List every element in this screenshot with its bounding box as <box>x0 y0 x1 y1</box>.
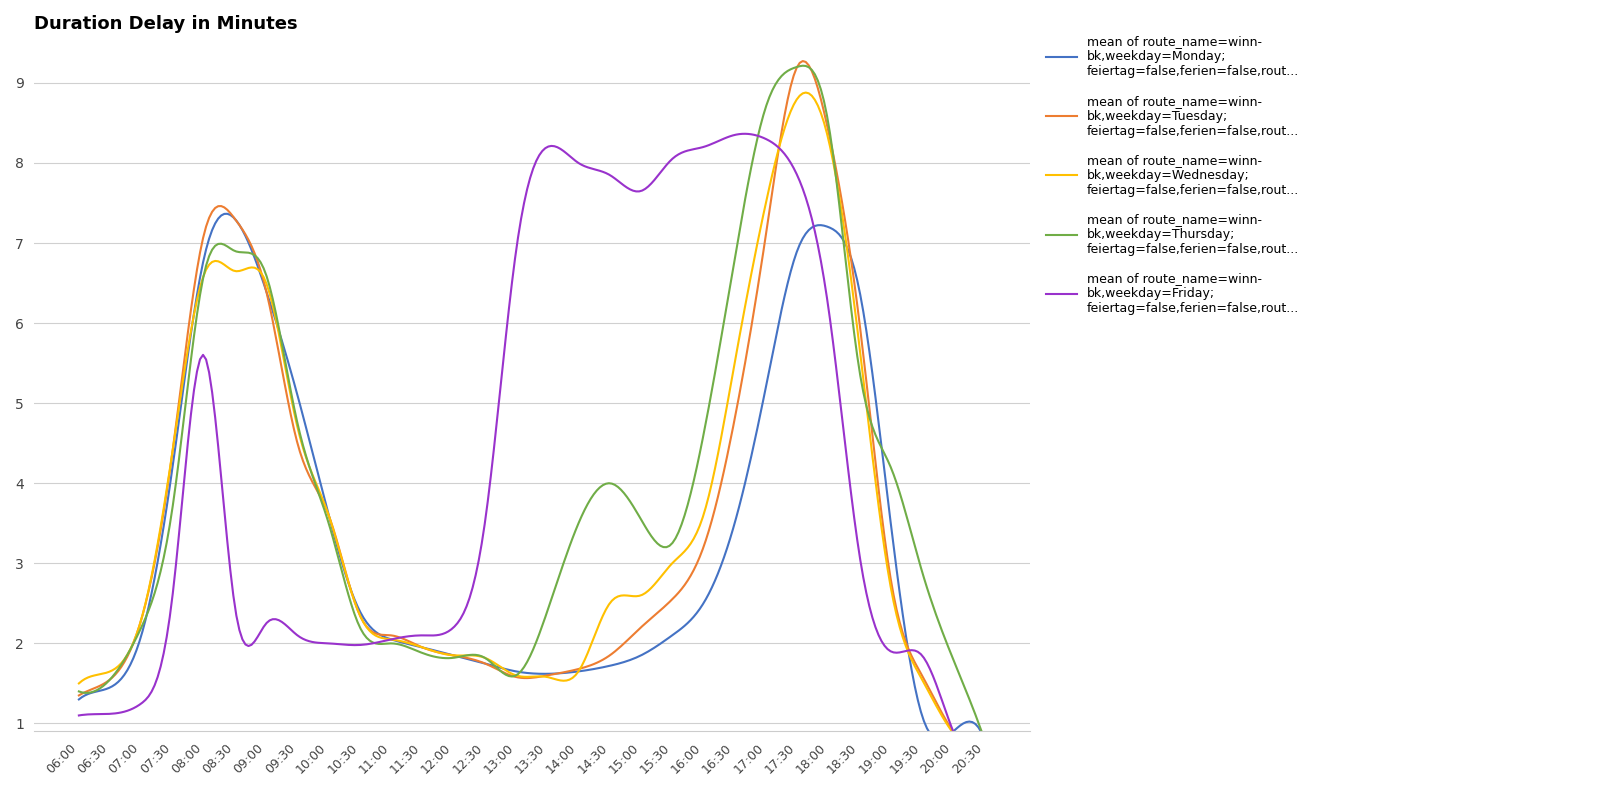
mean of route_name=winn-
bk,weekday=Tuesday;
feiertag=false,ferien=false,rout... <box>623 630 642 640</box>
mean of route_name=winn-
bk,weekday=Tuesday;
feiertag=false,ferien=false,rout... <box>835 216 854 225</box>
mean of route_name=winn-
bk,weekday=Tuesday;
feiertag=false,ferien=false,rout... <box>72 689 91 698</box>
mean of route_name=winn-
bk,weekday=Monday;
feiertag=false,ferien=false,rout... <box>929 735 949 744</box>
mean of route_name=winn-
bk,weekday=Monday;
feiertag=false,ferien=false,rout... <box>69 694 88 704</box>
mean of route_name=winn-
bk,weekday=Monday;
feiertag=false,ferien=false,rout... <box>612 658 631 668</box>
mean of route_name=winn-
bk,weekday=Friday;
feiertag=false,ferien=false,rout... <box>623 186 642 195</box>
mean of route_name=winn-
bk,weekday=Friday;
feiertag=false,ferien=false,rout... <box>69 710 88 720</box>
mean of route_name=winn-
bk,weekday=Monday;
feiertag=false,ferien=false,rout... <box>72 692 91 702</box>
mean of route_name=winn-
bk,weekday=Tuesday;
feiertag=false,ferien=false,rout... <box>961 742 981 751</box>
Legend: mean of route_name=winn-
bk,weekday=Monday;
feiertag=false,ferien=false,rout...,: mean of route_name=winn- bk,weekday=Mond… <box>1045 36 1298 316</box>
Line: mean of route_name=winn-
bk,weekday=Thursday;
feiertag=false,ferien=false,rout...: mean of route_name=winn- bk,weekday=Thur… <box>79 66 984 740</box>
mean of route_name=winn-
bk,weekday=Tuesday;
feiertag=false,ferien=false,rout... <box>69 691 88 700</box>
mean of route_name=winn-
bk,weekday=Wednesday;
feiertag=false,ferien=false,rout... <box>796 88 815 97</box>
mean of route_name=winn-
bk,weekday=Friday;
feiertag=false,ferien=false,rout... <box>72 710 91 720</box>
mean of route_name=winn-
bk,weekday=Monday;
feiertag=false,ferien=false,rout... <box>835 239 854 248</box>
mean of route_name=winn-
bk,weekday=Friday;
feiertag=false,ferien=false,rout... <box>835 439 854 448</box>
Line: mean of route_name=winn-
bk,weekday=Friday;
feiertag=false,ferien=false,rout...: mean of route_name=winn- bk,weekday=Frid… <box>79 134 984 759</box>
mean of route_name=winn-
bk,weekday=Wednesday;
feiertag=false,ferien=false,rout... <box>835 230 854 240</box>
mean of route_name=winn-
bk,weekday=Wednesday;
feiertag=false,ferien=false,rout... <box>892 632 912 642</box>
mean of route_name=winn-
bk,weekday=Friday;
feiertag=false,ferien=false,rout... <box>974 735 993 744</box>
mean of route_name=winn-
bk,weekday=Friday;
feiertag=false,ferien=false,rout... <box>735 129 754 138</box>
mean of route_name=winn-
bk,weekday=Wednesday;
feiertag=false,ferien=false,rout... <box>605 593 624 603</box>
mean of route_name=winn-
bk,weekday=Monday;
feiertag=false,ferien=false,rout... <box>892 609 912 619</box>
mean of route_name=winn-
bk,weekday=Monday;
feiertag=false,ferien=false,rout... <box>974 735 993 744</box>
mean of route_name=winn-
bk,weekday=Thursday;
feiertag=false,ferien=false,rout... <box>892 498 912 507</box>
mean of route_name=winn-
bk,weekday=Wednesday;
feiertag=false,ferien=false,rout... <box>608 592 628 601</box>
mean of route_name=winn-
bk,weekday=Wednesday;
feiertag=false,ferien=false,rout... <box>72 676 91 686</box>
Line: mean of route_name=winn-
bk,weekday=Tuesday;
feiertag=false,ferien=false,rout...: mean of route_name=winn- bk,weekday=Tues… <box>79 61 984 747</box>
Line: mean of route_name=winn-
bk,weekday=Wednesday;
feiertag=false,ferien=false,rout...: mean of route_name=winn- bk,weekday=Wedn… <box>79 93 984 747</box>
mean of route_name=winn-
bk,weekday=Tuesday;
feiertag=false,ferien=false,rout... <box>605 647 624 657</box>
mean of route_name=winn-
bk,weekday=Thursday;
feiertag=false,ferien=false,rout... <box>974 735 993 744</box>
Line: mean of route_name=winn-
bk,weekday=Monday;
feiertag=false,ferien=false,rout...: mean of route_name=winn- bk,weekday=Mond… <box>79 214 984 740</box>
mean of route_name=winn-
bk,weekday=Monday;
feiertag=false,ferien=false,rout... <box>608 659 628 668</box>
mean of route_name=winn-
bk,weekday=Friday;
feiertag=false,ferien=false,rout... <box>605 174 624 184</box>
mean of route_name=winn-
bk,weekday=Thursday;
feiertag=false,ferien=false,rout... <box>605 480 624 490</box>
mean of route_name=winn-
bk,weekday=Wednesday;
feiertag=false,ferien=false,rout... <box>974 735 993 744</box>
mean of route_name=winn-
bk,weekday=Tuesday;
feiertag=false,ferien=false,rout... <box>793 56 812 66</box>
mean of route_name=winn-
bk,weekday=Thursday;
feiertag=false,ferien=false,rout... <box>72 687 91 697</box>
mean of route_name=winn-
bk,weekday=Wednesday;
feiertag=false,ferien=false,rout... <box>69 679 88 688</box>
mean of route_name=winn-
bk,weekday=Friday;
feiertag=false,ferien=false,rout... <box>961 754 981 763</box>
mean of route_name=winn-
bk,weekday=Friday;
feiertag=false,ferien=false,rout... <box>892 647 912 657</box>
mean of route_name=winn-
bk,weekday=Tuesday;
feiertag=false,ferien=false,rout... <box>892 628 912 638</box>
Text: Duration Delay in Minutes: Duration Delay in Minutes <box>34 15 297 33</box>
mean of route_name=winn-
bk,weekday=Tuesday;
feiertag=false,ferien=false,rout... <box>974 735 993 744</box>
mean of route_name=winn-
bk,weekday=Tuesday;
feiertag=false,ferien=false,rout... <box>608 644 628 653</box>
mean of route_name=winn-
bk,weekday=Thursday;
feiertag=false,ferien=false,rout... <box>835 252 854 261</box>
mean of route_name=winn-
bk,weekday=Friday;
feiertag=false,ferien=false,rout... <box>608 176 628 186</box>
mean of route_name=winn-
bk,weekday=Wednesday;
feiertag=false,ferien=false,rout... <box>623 592 642 601</box>
mean of route_name=winn-
bk,weekday=Monday;
feiertag=false,ferien=false,rout... <box>626 653 645 662</box>
mean of route_name=winn-
bk,weekday=Thursday;
feiertag=false,ferien=false,rout... <box>793 61 812 70</box>
mean of route_name=winn-
bk,weekday=Thursday;
feiertag=false,ferien=false,rout... <box>623 501 642 511</box>
mean of route_name=winn-
bk,weekday=Monday;
feiertag=false,ferien=false,rout... <box>218 209 238 218</box>
mean of route_name=winn-
bk,weekday=Thursday;
feiertag=false,ferien=false,rout... <box>608 483 628 492</box>
mean of route_name=winn-
bk,weekday=Wednesday;
feiertag=false,ferien=false,rout... <box>961 742 981 751</box>
mean of route_name=winn-
bk,weekday=Thursday;
feiertag=false,ferien=false,rout... <box>69 687 88 696</box>
